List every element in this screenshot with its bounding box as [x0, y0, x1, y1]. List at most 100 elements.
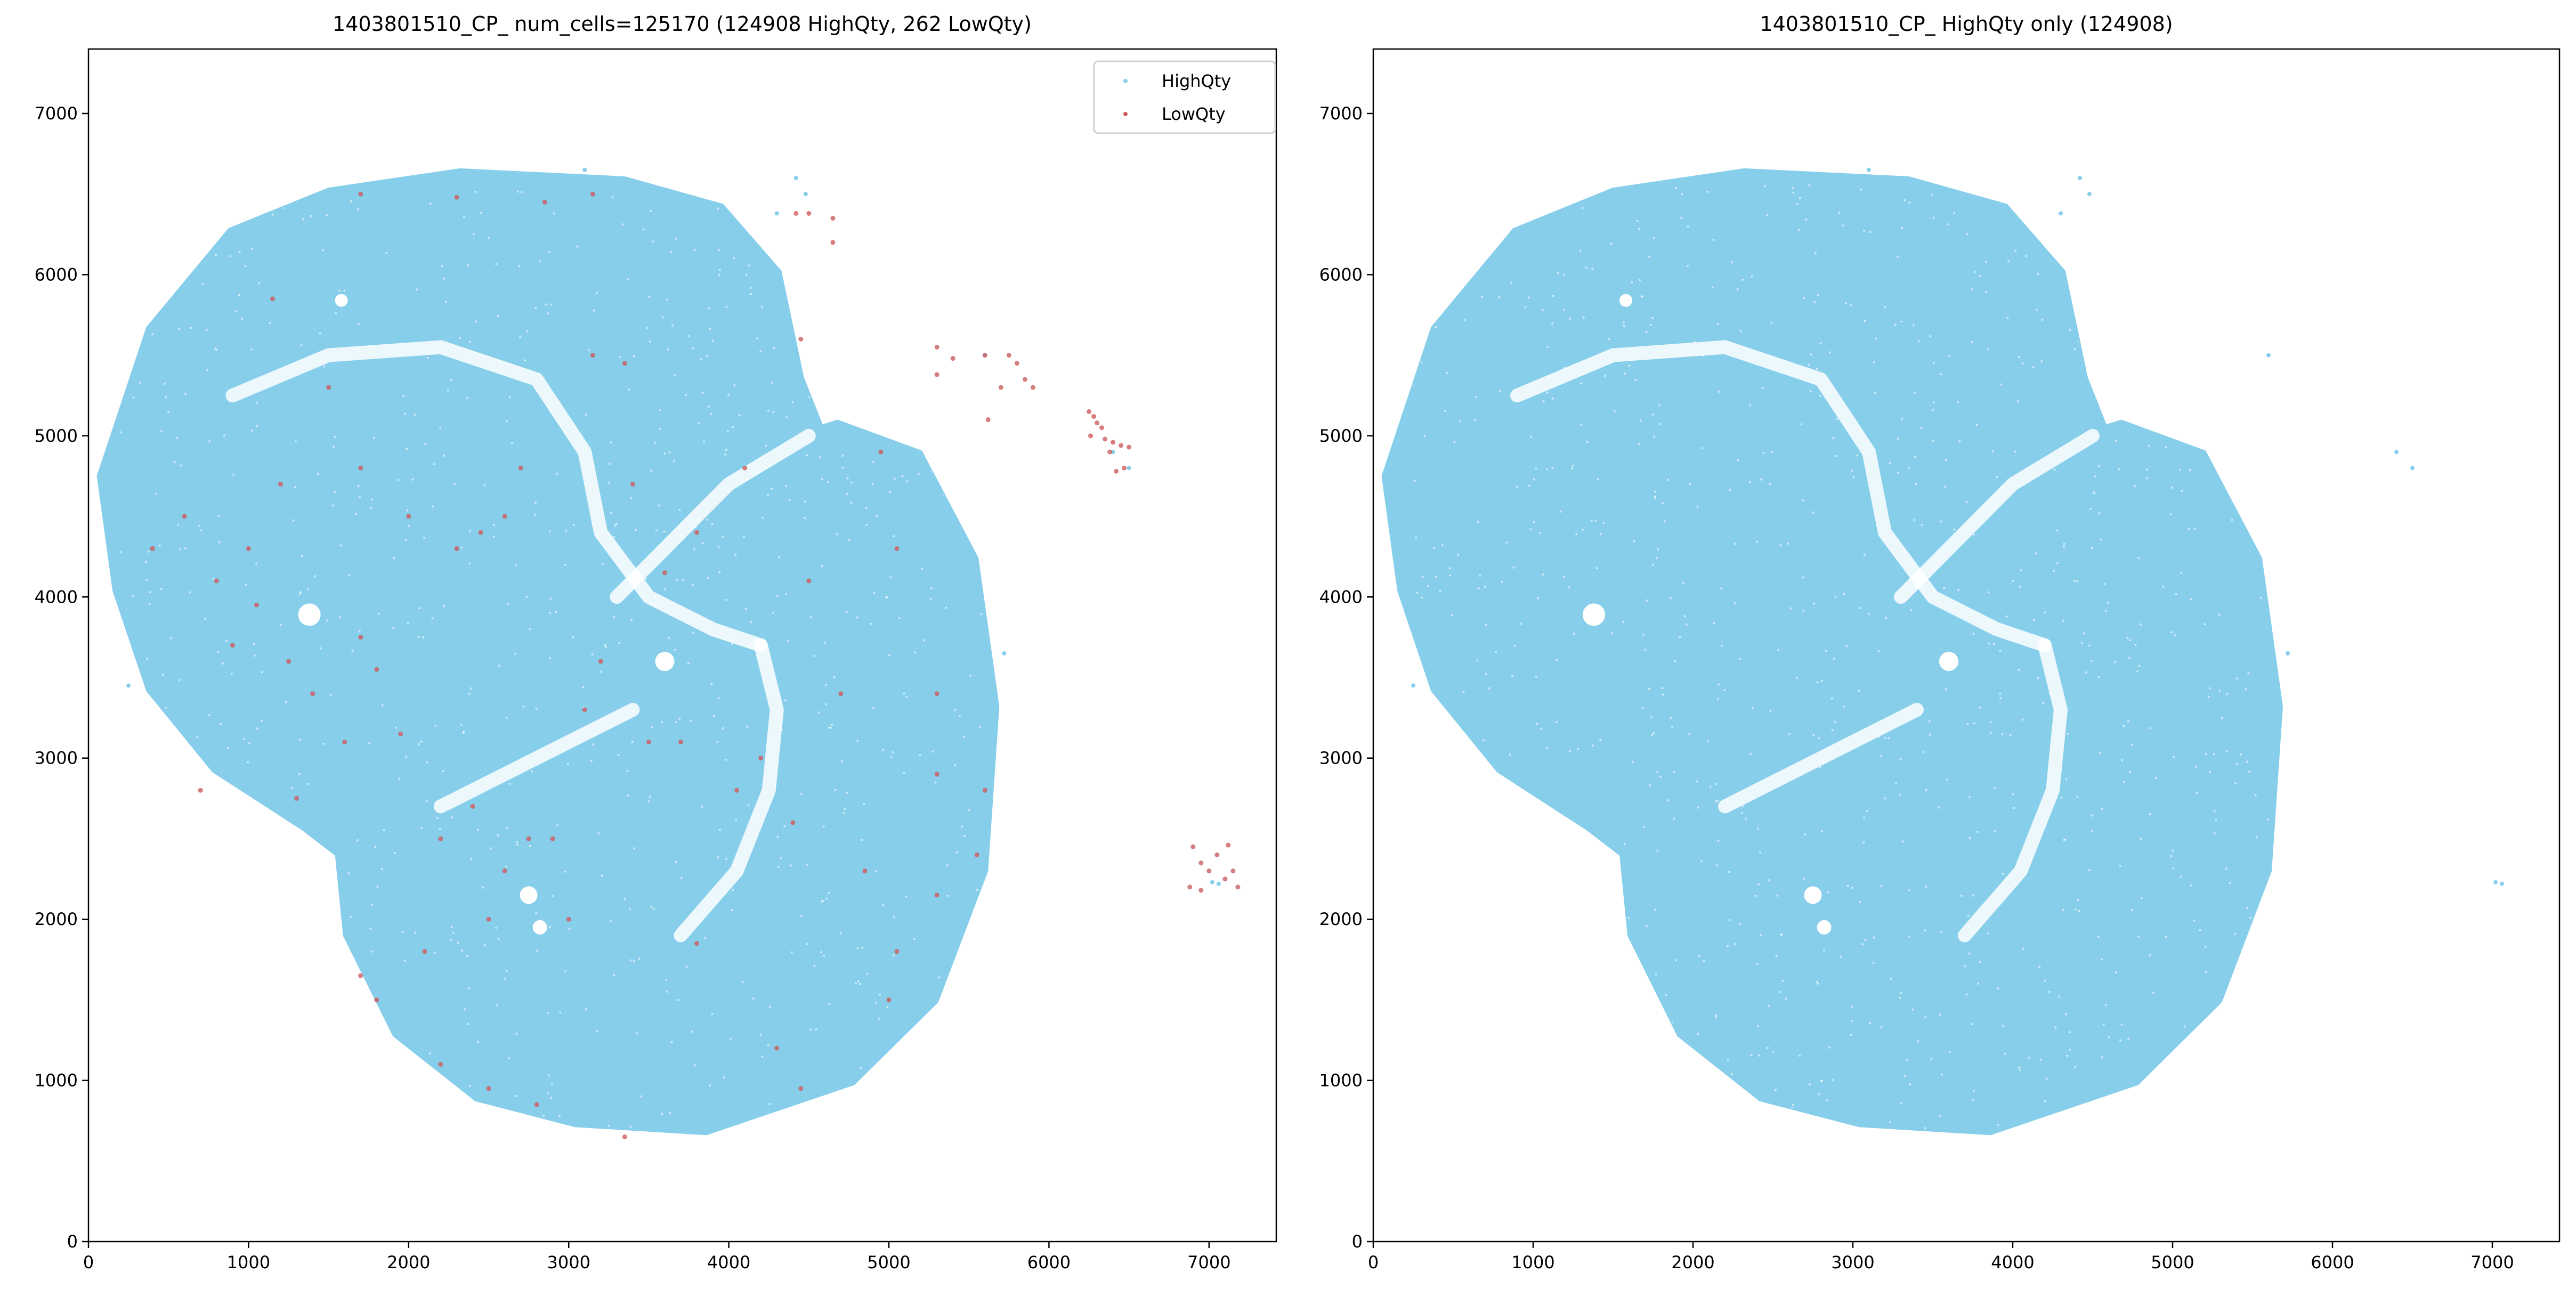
- tissue-hole: [1583, 603, 1605, 626]
- tissue-texture-dot: [1552, 295, 1554, 297]
- tissue-texture-dot: [2199, 929, 2201, 931]
- tissue-texture-dot: [2194, 765, 2197, 768]
- tissue-texture-dot: [963, 835, 966, 838]
- tissue-texture-dot: [447, 389, 449, 392]
- tissue-texture-dot: [2127, 1037, 2130, 1040]
- tissue-texture-dot: [1554, 1099, 1557, 1102]
- tissue-texture-dot: [903, 772, 905, 774]
- tissue-texture-dot: [1643, 825, 1646, 828]
- tissue-texture-dot: [1726, 945, 1729, 947]
- tissue-texture-dot: [350, 200, 352, 202]
- tissue-texture-dot: [731, 889, 734, 891]
- tissue-texture-dot: [1639, 279, 1641, 281]
- tissue-texture-dot: [468, 692, 471, 695]
- tissue-texture-dot: [1987, 932, 1989, 935]
- tissue-texture-dot: [1700, 860, 1703, 863]
- tissue-texture-dot: [848, 539, 850, 541]
- tissue-texture-dot: [1877, 650, 1880, 652]
- tissue-texture-dot: [1698, 955, 1700, 958]
- tissue-texture-dot: [1800, 423, 1803, 426]
- tissue-texture-dot: [274, 825, 277, 828]
- tissue-texture-dot: [393, 557, 395, 560]
- x-tick-label: 5000: [2151, 1252, 2194, 1272]
- tissue-texture-dot: [629, 959, 632, 962]
- tissue-texture-dot: [968, 935, 971, 938]
- tissue-texture-dot: [1498, 390, 1501, 392]
- tissue-texture-dot: [944, 1074, 947, 1076]
- tissue-texture-dot: [932, 1071, 935, 1074]
- tissue-texture-dot: [750, 621, 752, 623]
- tissue-texture-dot: [935, 200, 937, 202]
- tissue-texture-dot: [2139, 623, 2142, 626]
- tissue-texture-dot: [1702, 1105, 1705, 1108]
- tissue-texture-dot: [444, 301, 447, 303]
- tissue-texture-dot: [655, 529, 658, 532]
- tissue-texture-dot: [703, 440, 706, 443]
- tissue-texture-dot: [2134, 485, 2136, 488]
- tissue-texture-dot: [1667, 479, 1670, 481]
- tissue-texture-dot: [930, 587, 933, 590]
- tissue-texture-dot: [418, 607, 420, 610]
- tissue-hole: [532, 920, 547, 935]
- tissue-texture-dot: [1511, 675, 1513, 677]
- tissue-texture-dot: [840, 760, 843, 763]
- tissue-texture-dot: [1462, 1104, 1464, 1106]
- tissue-texture-dot: [441, 265, 443, 267]
- tissue-texture-dot: [979, 1092, 982, 1095]
- tissue-texture-dot: [800, 914, 803, 917]
- tissue-texture-dot: [1533, 915, 1535, 918]
- tissue-texture-dot: [2205, 752, 2207, 755]
- tissue-texture-dot: [1645, 331, 1648, 334]
- tissue-texture-dot: [1999, 692, 2002, 695]
- tissue-texture-dot: [285, 701, 287, 704]
- tissue-texture-dot: [817, 188, 820, 190]
- tissue-texture-dot: [2152, 991, 2154, 994]
- tissue-texture-dot: [628, 388, 630, 391]
- tissue-texture-dot: [1509, 753, 1511, 756]
- tissue-texture-dot: [675, 861, 677, 863]
- lowqty-point: [1088, 433, 1093, 439]
- tissue-texture-dot: [158, 953, 160, 955]
- tissue-texture-dot: [1546, 391, 1549, 394]
- tissue-texture-dot: [2137, 557, 2140, 560]
- tissue-texture-dot: [536, 950, 539, 952]
- tissue-texture-dot: [1613, 410, 1616, 412]
- tissue-texture-dot: [2217, 275, 2220, 278]
- tissue-texture-dot: [863, 258, 866, 261]
- tissue-texture-dot: [1889, 462, 1891, 465]
- tissue-texture-dot: [818, 711, 821, 714]
- tissue-texture-dot: [2123, 780, 2125, 783]
- tissue-texture-dot: [2170, 1085, 2173, 1088]
- tissue-texture-dot: [818, 353, 821, 355]
- tissue-texture-dot: [467, 987, 470, 990]
- tissue-texture-dot: [242, 738, 245, 741]
- tissue-texture-dot: [158, 545, 161, 547]
- lowqty-point: [598, 659, 603, 664]
- tissue-texture-dot: [466, 397, 469, 400]
- tissue-texture-dot: [1901, 418, 1903, 420]
- tissue-texture-dot: [176, 1052, 179, 1055]
- lowqty-point: [694, 941, 700, 946]
- tissue-texture-dot: [1427, 690, 1429, 693]
- tissue-texture-dot: [1634, 379, 1637, 382]
- lowqty-point: [326, 385, 331, 390]
- y-tick-label: 2000: [35, 909, 78, 929]
- tissue-texture-dot: [2021, 718, 2024, 721]
- tissue-texture-dot: [1972, 633, 1975, 635]
- tissue-texture-dot: [2103, 583, 2106, 586]
- tissue-texture-dot: [1451, 614, 1453, 617]
- tissue-texture-dot: [2167, 1114, 2170, 1117]
- tissue-texture-dot: [2063, 542, 2065, 545]
- tissue-texture-dot: [2123, 725, 2125, 727]
- tissue-texture-dot: [1425, 1091, 1428, 1094]
- tissue-texture-dot: [1650, 1040, 1653, 1042]
- lowqty-point: [742, 465, 748, 471]
- right-plot-title: 1403801510_CP_ HighQty only (124908): [1760, 12, 2173, 36]
- tissue-texture-dot: [693, 548, 695, 551]
- tissue-texture-dot: [610, 512, 613, 514]
- tissue-texture-dot: [2148, 954, 2151, 956]
- tissue-texture-dot: [1438, 895, 1440, 898]
- tissue-texture-dot: [2255, 496, 2258, 499]
- lowqty-point: [950, 356, 955, 361]
- tissue-texture-dot: [1878, 735, 1881, 738]
